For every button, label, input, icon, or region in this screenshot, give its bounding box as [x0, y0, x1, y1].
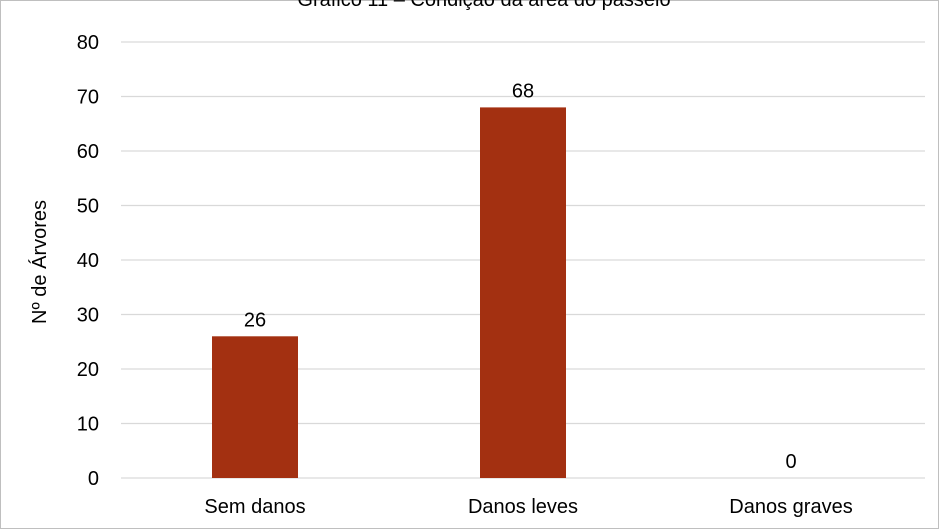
data-label: 68: [512, 80, 534, 102]
bars: [212, 107, 566, 479]
y-axis-label: Nº de Árvores: [28, 200, 51, 324]
data-label: 26: [244, 309, 266, 331]
y-tick-label: 0: [88, 468, 99, 490]
x-tick-labels: Sem danos Danos leves Danos graves: [204, 496, 852, 518]
y-tick-label: 30: [77, 305, 99, 327]
chart-title: Gráfico 11 – Condição da área do passeio: [297, 0, 670, 11]
y-tick-label: 80: [77, 32, 99, 54]
y-tick-label: 40: [77, 250, 99, 272]
y-tick-label: 70: [77, 87, 99, 109]
x-tick-label: Danos leves: [468, 496, 578, 518]
bar-1: [480, 107, 566, 479]
data-label: 0: [785, 451, 796, 473]
y-tick-label: 60: [77, 141, 99, 163]
bar-0: [212, 336, 298, 478]
x-tick-label: Sem danos: [204, 496, 305, 518]
y-tick-label: 50: [77, 196, 99, 218]
x-tick-label: Danos graves: [729, 496, 852, 518]
y-tick-label: 10: [77, 414, 99, 436]
y-tick-label: 20: [77, 359, 99, 381]
data-labels: 26 68 0: [244, 80, 797, 473]
y-tick-labels: 0 10 20 30 40 50 60 70 80: [77, 32, 99, 490]
